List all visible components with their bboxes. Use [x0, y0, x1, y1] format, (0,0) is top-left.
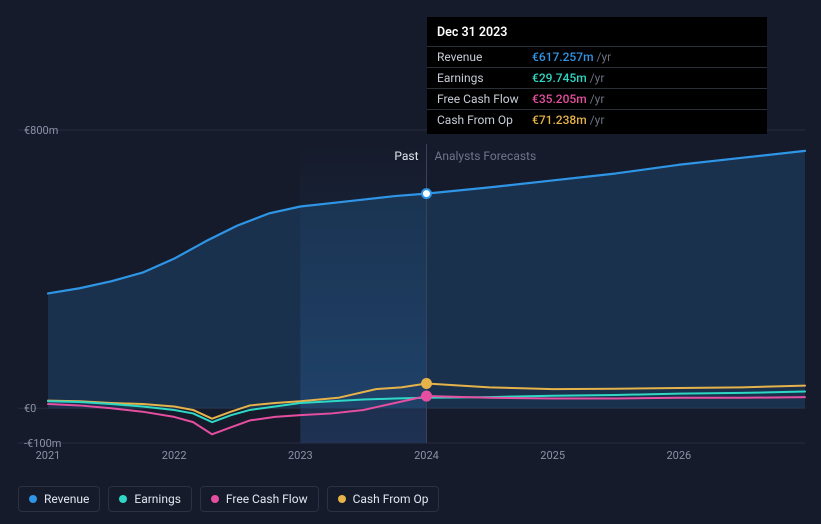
marker-cash_from_op	[422, 379, 431, 388]
tooltip-row: Cash From Op€71.238m/yr	[427, 109, 767, 130]
x-tick-label: 2023	[288, 449, 313, 462]
tooltip-unit: /yr	[590, 113, 605, 127]
label-forecast: Analysts Forecasts	[435, 149, 537, 163]
tooltip-row: Earnings€29.745m/yr	[427, 67, 767, 88]
tooltip-value: €617.257m	[532, 50, 594, 64]
tooltip-value: €35.205m	[532, 92, 587, 106]
x-tick-label: 2025	[540, 449, 565, 462]
legend-item-cash_from_op[interactable]: Cash From Op	[327, 486, 440, 512]
tooltip-label: Revenue	[437, 50, 532, 64]
tooltip-unit: /yr	[590, 92, 605, 106]
y-tick-label: €0	[24, 402, 36, 415]
x-tick-label: 2026	[666, 449, 691, 462]
tooltip-row: Revenue€617.257m/yr	[427, 46, 767, 67]
legend-label: Earnings	[134, 492, 181, 506]
label-past: Past	[394, 149, 418, 163]
legend-dot-icon	[338, 495, 346, 503]
legend-dot-icon	[119, 495, 127, 503]
legend-dot-icon	[211, 495, 219, 503]
legend-item-free_cash_flow[interactable]: Free Cash Flow	[200, 486, 319, 512]
legend-dot-icon	[29, 495, 37, 503]
x-tick-label: 2021	[36, 449, 61, 462]
tooltip-date: Dec 31 2023	[427, 25, 767, 46]
legend-label: Revenue	[44, 492, 89, 506]
tooltip-value: €29.745m	[532, 71, 587, 85]
tooltip-label: Earnings	[437, 71, 532, 85]
legend-item-earnings[interactable]: Earnings	[108, 486, 192, 512]
legend-label: Free Cash Flow	[226, 492, 308, 506]
tooltip-unit: /yr	[597, 50, 612, 64]
y-tick-label: €800m	[24, 124, 58, 137]
legend-item-revenue[interactable]: Revenue	[18, 486, 100, 512]
marker-revenue	[422, 189, 431, 198]
x-tick-label: 2022	[162, 449, 187, 462]
marker-free_cash_flow	[422, 392, 431, 401]
x-tick-label: 2024	[414, 449, 439, 462]
tooltip-label: Cash From Op	[437, 113, 532, 127]
chart-legend: Revenue Earnings Free Cash Flow Cash From O…	[18, 486, 439, 512]
tooltip-label: Free Cash Flow	[437, 92, 532, 106]
chart-tooltip: Dec 31 2023 Revenue€617.257m/yrEarnings€…	[427, 17, 767, 134]
tooltip-row: Free Cash Flow€35.205m/yr	[427, 88, 767, 109]
tooltip-unit: /yr	[590, 71, 605, 85]
legend-label: Cash From Op	[353, 492, 429, 506]
tooltip-value: €71.238m	[532, 113, 587, 127]
